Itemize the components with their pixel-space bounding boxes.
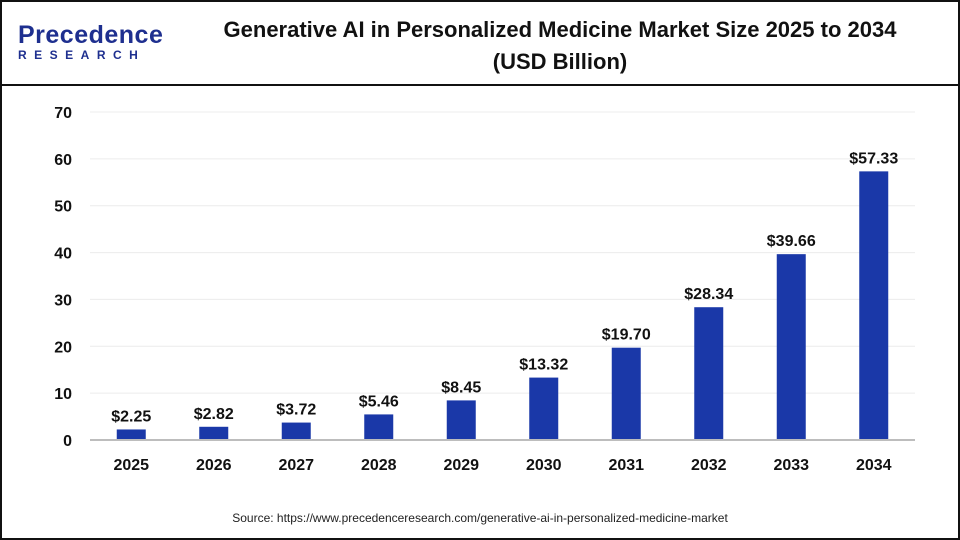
x-tick-label: 2027	[278, 457, 314, 474]
x-tick-label: 2025	[113, 457, 149, 474]
bar	[446, 400, 476, 440]
title-text: Generative AI in Personalized Medicine M…	[223, 17, 897, 42]
bar	[281, 422, 311, 440]
y-tick-label: 60	[54, 152, 72, 169]
y-tick-label: 0	[63, 433, 72, 450]
x-tick-label: 2033	[773, 457, 809, 474]
x-tick-label: 2030	[526, 457, 562, 474]
data-label: $39.66	[767, 233, 816, 250]
header-divider	[0, 84, 960, 86]
logo-line2: RESEARCH	[18, 48, 146, 62]
chart-title: Generative AI in Personalized Medicine M…	[170, 14, 950, 78]
data-label: $28.34	[684, 286, 733, 303]
data-label: $5.46	[359, 393, 399, 410]
logo: Precedence RESEARCH	[18, 21, 164, 62]
data-label: $57.33	[849, 150, 898, 167]
x-tick-label: 2034	[856, 457, 892, 474]
bar	[199, 426, 229, 440]
data-label: $8.45	[441, 379, 481, 396]
x-tick-label: 2028	[361, 457, 397, 474]
bar	[859, 171, 889, 441]
bar	[116, 429, 146, 440]
logo-line1: Precedence	[18, 21, 164, 49]
bar	[611, 347, 641, 440]
data-label: $3.72	[276, 402, 316, 419]
y-tick-label: 50	[54, 199, 72, 216]
data-label: $2.82	[194, 406, 234, 423]
data-label: $19.70	[602, 327, 651, 344]
data-label: $13.32	[519, 357, 568, 374]
x-tick-label: 2032	[691, 457, 727, 474]
bar	[776, 254, 806, 440]
x-tick-label: 2029	[443, 457, 479, 474]
y-tick-label: 40	[54, 246, 72, 263]
bar	[529, 377, 559, 440]
x-tick-label: 2031	[608, 457, 644, 474]
bar	[364, 414, 394, 440]
y-tick-label: 20	[54, 339, 72, 356]
source-text: Source: https://www.precedenceresearch.c…	[232, 511, 728, 525]
y-tick-label: 10	[54, 386, 72, 403]
subtitle-text: (USD Billion)	[492, 49, 628, 74]
y-tick-label: 70	[54, 105, 72, 122]
bar	[694, 307, 724, 440]
y-tick-label: 30	[54, 292, 72, 309]
data-label: $2.25	[111, 408, 151, 425]
x-tick-label: 2026	[196, 457, 232, 474]
